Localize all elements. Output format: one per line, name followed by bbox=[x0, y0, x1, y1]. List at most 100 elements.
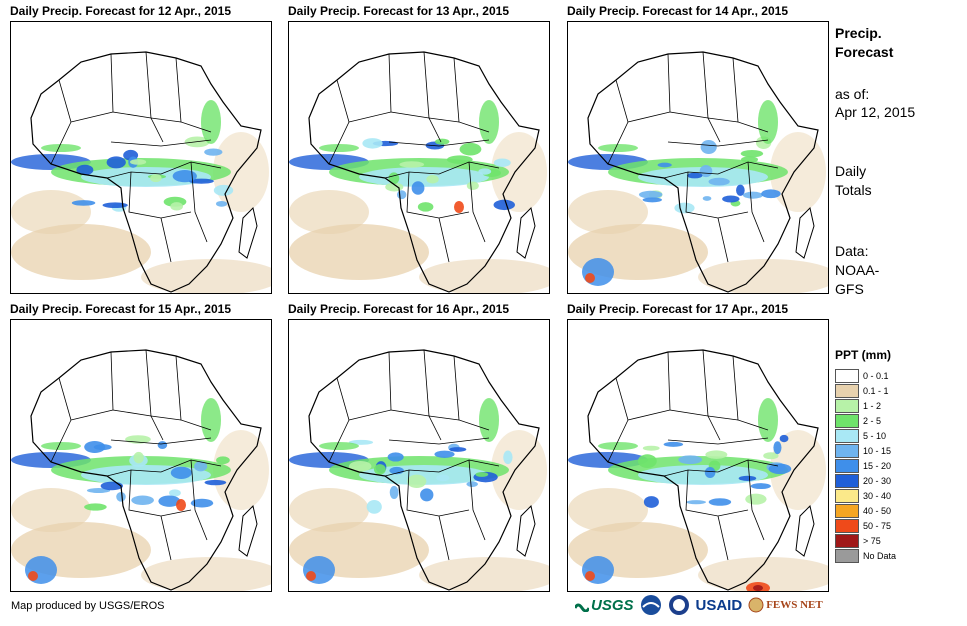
map-canvas bbox=[289, 51, 549, 293]
side-title-line1: Precip. bbox=[835, 25, 882, 41]
legend-swatch bbox=[835, 518, 859, 533]
precip-area bbox=[758, 398, 778, 442]
precip-area bbox=[738, 475, 757, 481]
legend-swatch bbox=[835, 533, 859, 548]
totals-line2: Totals bbox=[835, 182, 872, 198]
precip-area bbox=[319, 442, 359, 450]
country-border bbox=[702, 349, 721, 441]
continent-outline bbox=[308, 51, 540, 293]
country-border bbox=[717, 515, 729, 561]
precip-area bbox=[366, 500, 382, 514]
precip-area bbox=[213, 184, 234, 196]
map-canvas bbox=[289, 349, 549, 591]
legend-label: 50 - 75 bbox=[863, 520, 892, 531]
legend-swatch bbox=[835, 548, 859, 563]
legend-swatch bbox=[835, 368, 859, 383]
precip-area bbox=[763, 452, 779, 460]
legend-label: 10 - 15 bbox=[863, 445, 892, 456]
precip-area bbox=[349, 461, 372, 472]
legend-swatch bbox=[835, 458, 859, 473]
africa-precip-map bbox=[288, 21, 550, 294]
precip-area bbox=[86, 488, 111, 494]
country-border bbox=[406, 469, 470, 517]
legend-item: 10 - 15 bbox=[835, 443, 961, 458]
legend-item: 20 - 30 bbox=[835, 473, 961, 488]
precip-area bbox=[475, 472, 489, 477]
precip-area bbox=[742, 191, 763, 199]
precip-area bbox=[704, 467, 716, 479]
country-border bbox=[667, 53, 709, 119]
legend-label: 5 - 10 bbox=[863, 430, 887, 441]
precip-area bbox=[736, 184, 745, 196]
precip-area bbox=[216, 456, 230, 465]
seal-logo-icon bbox=[668, 595, 689, 615]
madagascar-outline bbox=[238, 207, 258, 259]
precip-area bbox=[761, 189, 781, 199]
precip-area bbox=[585, 571, 595, 581]
precip-area bbox=[446, 155, 473, 164]
precip-area bbox=[770, 430, 826, 510]
precip-area bbox=[434, 138, 450, 145]
legend-swatch bbox=[835, 413, 859, 428]
precip-area bbox=[698, 557, 828, 591]
precip-area bbox=[131, 495, 154, 505]
precip-area bbox=[699, 165, 713, 178]
precip-area bbox=[745, 493, 767, 505]
legend-label: 40 - 50 bbox=[863, 505, 892, 516]
precip-area bbox=[568, 488, 648, 532]
country-border bbox=[438, 217, 450, 263]
madagascar-outline bbox=[795, 505, 815, 557]
precip-area bbox=[289, 190, 369, 234]
legend-item: 1 - 2 bbox=[835, 398, 961, 413]
country-border bbox=[70, 111, 114, 123]
country-border bbox=[150, 117, 182, 123]
legend-swatch bbox=[835, 488, 859, 503]
legend-swatch bbox=[835, 473, 859, 488]
precip-area bbox=[638, 190, 663, 199]
fews-globe-icon bbox=[748, 597, 764, 613]
precip-area bbox=[11, 190, 91, 234]
country-border bbox=[627, 111, 671, 123]
legend-item: 0.1 - 1 bbox=[835, 383, 961, 398]
map-canvas bbox=[568, 51, 828, 293]
madagascar-outline bbox=[238, 505, 258, 557]
legend-label: 20 - 30 bbox=[863, 475, 892, 486]
precip-area bbox=[773, 441, 782, 455]
legend-label: 30 - 40 bbox=[863, 490, 892, 501]
africa-precip-map bbox=[288, 319, 550, 592]
legend-rows: 0 - 0.1 0.1 - 1 1 - 2 2 - 5 5 - 10 10 - 15 15 … bbox=[835, 368, 961, 563]
country-border bbox=[106, 459, 222, 477]
precip-area bbox=[396, 190, 407, 200]
precip-area bbox=[466, 181, 479, 190]
precip-area bbox=[373, 464, 386, 475]
precip-area bbox=[705, 450, 728, 459]
country-border bbox=[110, 351, 152, 417]
precip-area bbox=[170, 466, 192, 479]
precip-area bbox=[436, 474, 450, 482]
precip-area bbox=[598, 442, 638, 450]
madagascar-outline bbox=[516, 505, 536, 557]
country-border bbox=[160, 217, 172, 263]
country-border bbox=[747, 459, 765, 541]
precip-area bbox=[157, 441, 168, 450]
precip-area bbox=[411, 181, 425, 195]
country-border bbox=[747, 161, 765, 243]
country-border bbox=[717, 217, 729, 263]
precip-area bbox=[478, 168, 492, 175]
precip-area bbox=[419, 259, 549, 293]
continent-outline bbox=[30, 349, 262, 591]
precip-area bbox=[319, 144, 359, 152]
fews-net-logo: FEWS NET bbox=[748, 597, 823, 613]
precip-area bbox=[306, 571, 316, 581]
legend-swatch bbox=[835, 398, 859, 413]
precip-area bbox=[41, 144, 81, 152]
precip-area bbox=[362, 138, 383, 149]
precip-area bbox=[466, 481, 478, 487]
usgs-wave-icon bbox=[575, 603, 589, 612]
precip-area bbox=[84, 503, 107, 511]
precip-area bbox=[102, 202, 128, 209]
precip-area bbox=[41, 442, 81, 450]
usgs-logo-text: USGS bbox=[591, 596, 634, 614]
legend-item: 40 - 50 bbox=[835, 503, 961, 518]
precip-area bbox=[702, 196, 712, 201]
